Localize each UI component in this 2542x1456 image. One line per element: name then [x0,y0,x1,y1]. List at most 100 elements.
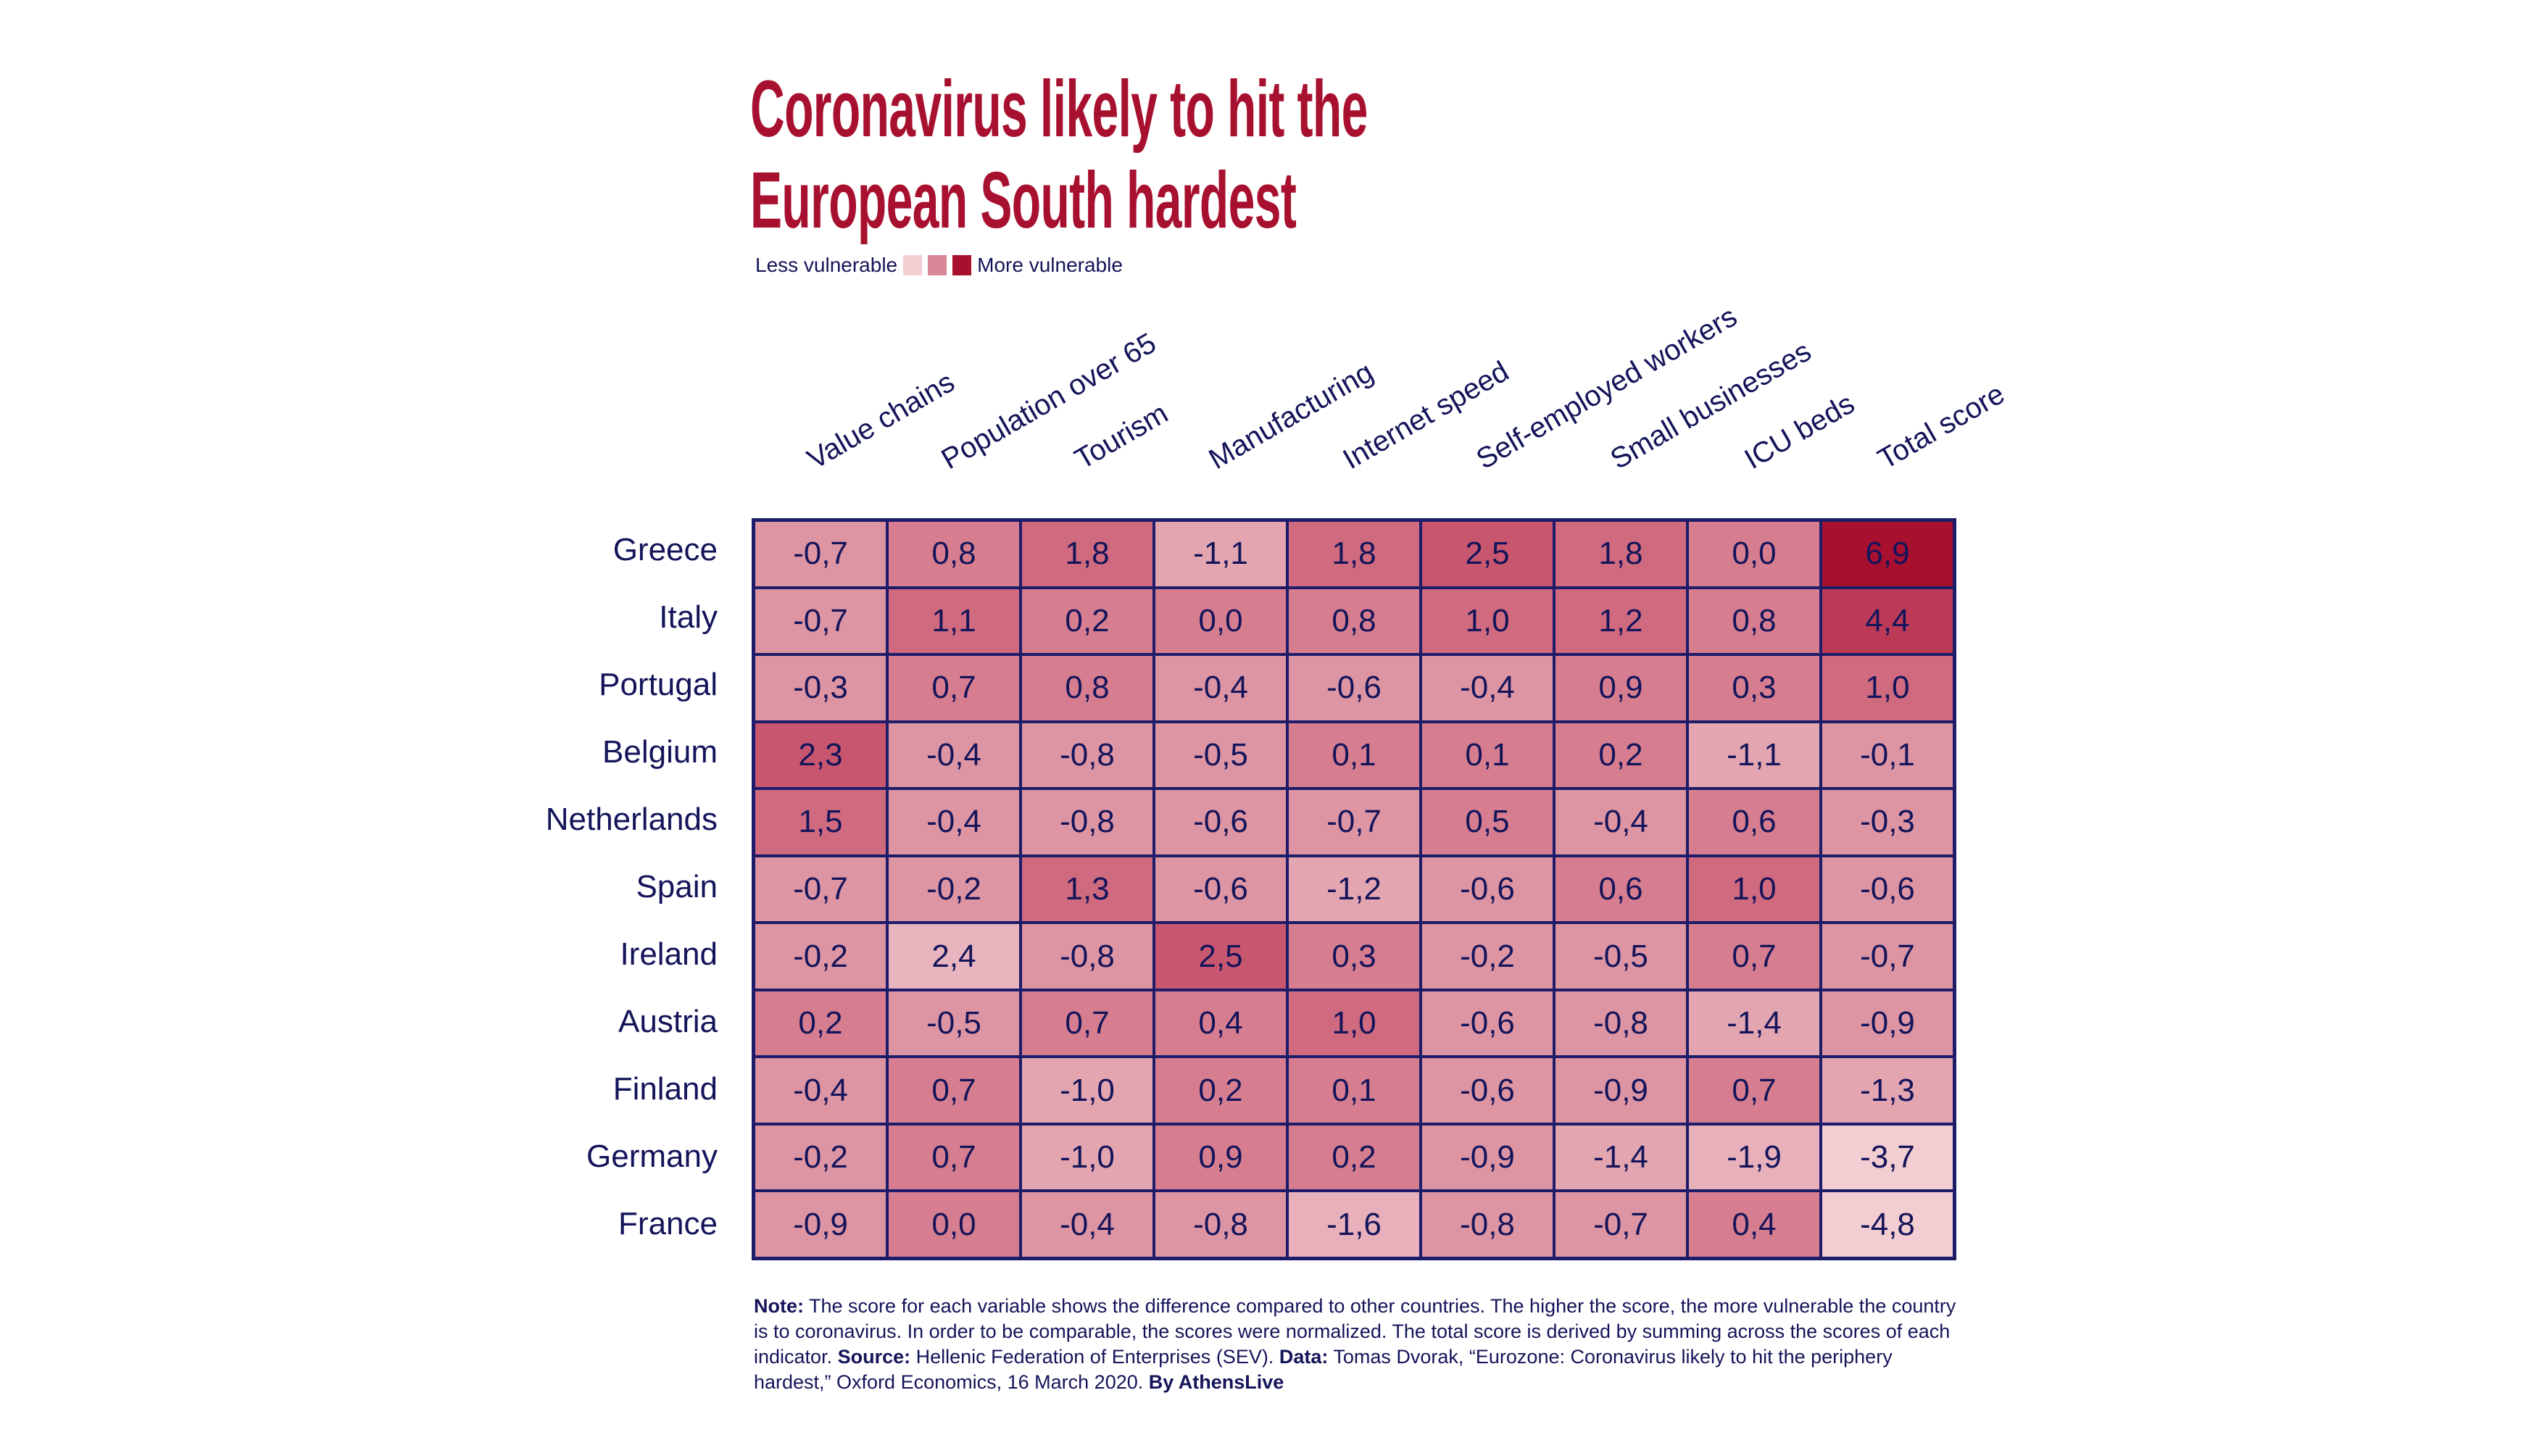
heatmap-cell: -0,9 [1421,1123,1554,1191]
column-header: ICU beds [1739,387,1860,476]
heatmap-cell: -0,2 [754,923,887,990]
heatmap-cell: 1,3 [1021,855,1154,923]
heatmap-cell: -0,4 [1421,654,1554,722]
heatmap-cell: -0,8 [1154,1191,1287,1258]
title-line-1: Coronavirus likely to hit the [750,65,1368,154]
row-label: Greece [612,531,718,567]
heatmap-cell: -0,7 [1287,789,1421,856]
heatmap-cell: -0,8 [1021,789,1154,856]
heatmap-cell: 0,5 [1421,789,1554,856]
heatmap-cell: 0,2 [1021,587,1154,655]
heatmap-cell: 1,0 [1421,587,1554,655]
heatmap-cell: -0,8 [1554,989,1687,1057]
heatmap-cell: 0,2 [1154,1057,1287,1124]
heatmap-cell: 0,1 [1287,721,1421,789]
heatmap-cell: -3,7 [1821,1123,1954,1191]
row-label: Germany [586,1139,718,1175]
heatmap-cell: 1,0 [1821,654,1954,722]
heatmap-cell: -1,0 [1021,1057,1154,1124]
heatmap-cell: -0,9 [1554,1057,1687,1124]
heatmap-cell: -0,7 [1554,1191,1687,1258]
heatmap-cell: 0,6 [1687,789,1821,856]
heatmap-cell: -1,4 [1687,989,1821,1057]
heatmap-cell: -0,3 [1821,789,1954,856]
heatmap-cell: -0,6 [1154,855,1287,923]
heatmap-cell: 1,8 [1021,520,1154,588]
heatmap-cell: -0,8 [1421,1191,1554,1258]
note-label: Note: [754,1295,804,1317]
heatmap-cell: -0,4 [887,721,1021,789]
heatmap-cell: 0,7 [887,654,1021,722]
legend-swatch-light [903,255,923,275]
heatmap-cell: 0,0 [1687,520,1821,588]
heatmap-cell: -0,6 [1821,855,1954,923]
heatmap-cell: -0,4 [1154,654,1287,722]
legend-swatch-dark [952,255,972,275]
heatmap-cell: 0,9 [1554,654,1687,722]
heatmap-cell: -0,8 [1021,923,1154,990]
heatmap-cell: 2,3 [754,721,887,789]
heatmap-cell: 1,8 [1554,520,1687,588]
heatmap-cell: -0,3 [754,654,887,722]
heatmap-cell: -0,9 [1821,989,1954,1057]
row-label: France [618,1206,718,1242]
footnote: Note: The score for each variable shows … [754,1294,1972,1395]
heatmap-cell: 0,2 [1287,1123,1421,1191]
row-label: Belgium [602,733,718,770]
heatmap-cell: 0,7 [1021,989,1154,1057]
heatmap-cell: -0,6 [1421,1057,1554,1124]
row-label: Italy [659,599,718,635]
heatmap-cell: -0,9 [754,1191,887,1258]
heatmap-cell: 0,7 [887,1057,1021,1124]
heatmap-cell: -0,2 [754,1123,887,1191]
heatmap-cell: -0,6 [1421,855,1554,923]
heatmap-cell: 4,4 [1821,587,1954,655]
heatmap-cell: -0,4 [887,789,1021,856]
row-label: Austria [618,1004,718,1040]
heatmap-cell: 1,1 [887,587,1021,655]
heatmap-cell: -0,8 [1021,721,1154,789]
heatmap-cell: -0,2 [1421,923,1554,990]
heatmap-cell: -1,2 [1287,855,1421,923]
heatmap-cell: 0,4 [1154,989,1287,1057]
heatmap-cell: 2,5 [1421,520,1554,588]
row-label: Ireland [620,936,718,973]
column-header: Tourism [1069,397,1174,476]
legend: Less vulnerable More vulnerable [755,254,1123,277]
heatmap-cell: -0,4 [1554,789,1687,856]
heatmap-cell: 0,7 [1687,923,1821,990]
heatmap-cell: -4,8 [1821,1191,1954,1258]
heatmap-cell: 0,9 [1154,1123,1287,1191]
legend-swatch-mid [928,255,947,275]
heatmap-cell: -0,1 [1821,721,1954,789]
heatmap-cell: 0,4 [1687,1191,1821,1258]
heatmap-cell: 1,2 [1554,587,1687,655]
heatmap-cell: 0,0 [1154,587,1287,655]
heatmap-cell: 1,5 [754,789,887,856]
heatmap-cell: 0,3 [1687,654,1821,722]
heatmap-cell: 0,1 [1421,721,1554,789]
data-text: Tomas Dvorak, “Eurozone: Coronavirus lik… [754,1346,1893,1393]
heatmap-cell: -0,7 [754,855,887,923]
source-text: Hellenic Federation of Enterprises (SEV)… [910,1346,1279,1368]
heatmap-cell: 0,7 [1687,1057,1821,1124]
heatmap-cell: -1,6 [1287,1191,1421,1258]
heatmap-cell: -1,9 [1687,1123,1821,1191]
source-label: Source: [837,1346,911,1368]
heatmap-cell: -0,7 [1821,923,1954,990]
heatmap-cell: 1,0 [1687,855,1821,923]
heatmap-cell: 0,2 [754,989,887,1057]
heatmap-cell: 0,2 [1554,721,1687,789]
legend-more-label: More vulnerable [977,254,1123,276]
heatmap-cell: 0,8 [1287,587,1421,655]
heatmap-cell: -0,6 [1421,989,1554,1057]
note-text: The score for each variable shows the di… [754,1295,1956,1368]
heatmap-cell: -0,6 [1154,789,1287,856]
heatmap-cell: 1,0 [1287,989,1421,1057]
heatmap-cell: 0,8 [1687,587,1821,655]
column-header: Value chains [802,365,960,476]
heatmap-cell: -0,5 [1554,923,1687,990]
row-label: Portugal [599,666,718,702]
column-header: Total score [1872,378,2011,476]
heatmap-cell: 2,4 [887,923,1021,990]
